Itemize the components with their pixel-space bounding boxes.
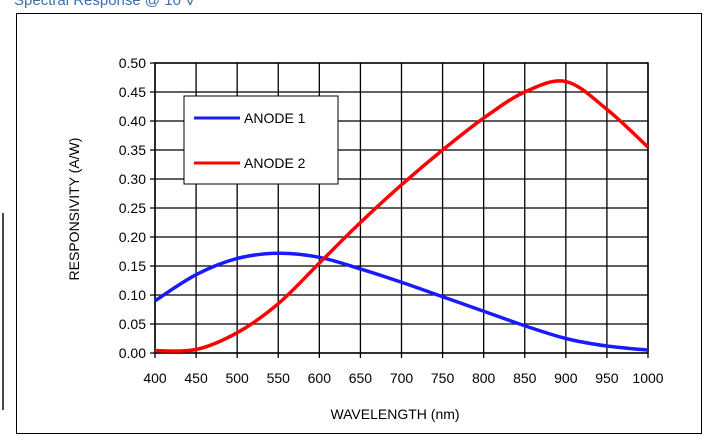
- y-tick-label: 0.05: [119, 316, 146, 332]
- y-tick-label: 0.15: [119, 258, 146, 274]
- x-axis-title: WAVELENGTH (nm): [330, 406, 459, 422]
- chart-legend: ANODE 1 ANODE 2: [183, 95, 339, 185]
- y-tick-label: 0.25: [119, 200, 146, 216]
- y-tick-label: 0.35: [119, 142, 146, 158]
- series-line-2: [154, 79, 650, 353]
- x-tick-label: 650: [349, 370, 373, 386]
- y-tick-label: 0.50: [119, 55, 146, 71]
- x-tick-label: 1000: [632, 370, 663, 386]
- y-tick-label: 0.40: [119, 113, 146, 129]
- x-tick-label: 900: [554, 370, 578, 386]
- x-tick-label: 850: [513, 370, 537, 386]
- y-axis-title: RESPONSIVITY (A/W): [66, 138, 82, 281]
- y-tick-label: 0.45: [119, 84, 146, 100]
- figure-caption: Spectral Response @ 10 V: [14, 0, 196, 9]
- y-axis-ticks: 0.00 0.05 0.10 0.15 0.20 0.25 0.30 0.35 0.40 0.45…: [119, 55, 146, 361]
- y-tick-label: 0.20: [119, 229, 146, 245]
- y-tick-label: 0.10: [119, 287, 146, 303]
- x-tick-label: 550: [267, 370, 291, 386]
- legend-box: [183, 95, 339, 185]
- x-tick-label: 700: [390, 370, 414, 386]
- y-tick-label: 0.00: [119, 345, 146, 361]
- x-tick-label: 500: [225, 370, 249, 386]
- side-rule: [2, 213, 4, 410]
- chart-series: [154, 79, 650, 353]
- x-tick-label: 750: [431, 370, 455, 386]
- x-tick-label: 400: [143, 370, 167, 386]
- legend-label-anode-2: ANODE 2: [244, 155, 306, 171]
- x-axis-ticks: 400 450 500 550 600 650 700 750 800 850 900 950 1000: [143, 370, 663, 386]
- x-tick-label: 600: [308, 370, 332, 386]
- y-tick-label: 0.30: [119, 171, 146, 187]
- series-line-1: [154, 251, 649, 352]
- legend-label-anode-1: ANODE 1: [244, 110, 306, 126]
- x-tick-label: 950: [595, 370, 619, 386]
- x-tick-label: 800: [472, 370, 496, 386]
- x-tick-label: 450: [184, 370, 208, 386]
